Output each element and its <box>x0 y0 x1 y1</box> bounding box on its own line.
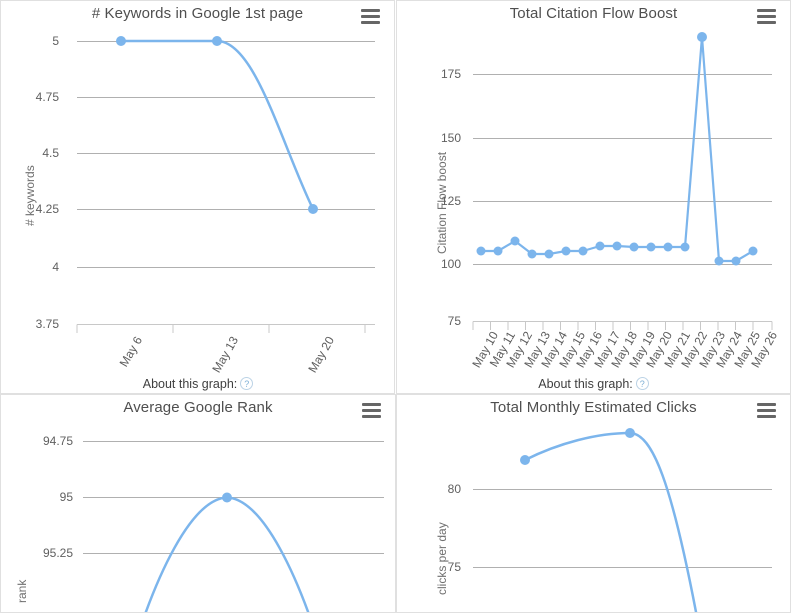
about-label: About this graph: <box>538 377 633 391</box>
y-axis-tick: 5 <box>52 34 59 48</box>
hamburger-menu-icon[interactable] <box>757 403 776 418</box>
chart-panel-keywords: # Keywords in Google 1st page # keywords… <box>0 0 395 394</box>
y-axis-label-average-rank: rank <box>15 579 29 603</box>
chart-panel-estimated-clicks: Total Monthly Estimated Clicks clicks pe… <box>396 394 791 613</box>
y-axis-tick: 125 <box>440 194 461 208</box>
panel-cell-citation-flow: Total Citation Flow Boost Citation Flow … <box>396 0 791 394</box>
help-icon[interactable]: ? <box>240 377 254 390</box>
y-axis-tick: 75 <box>447 314 461 328</box>
panel-cell-estimated-clicks: Total Monthly Estimated Clicks clicks pe… <box>396 394 791 613</box>
y-axis-tick: 3.75 <box>35 317 59 331</box>
y-axis-label-estimated-clicks: clicks per day <box>435 522 449 595</box>
help-icon[interactable]: ? <box>635 377 649 390</box>
about-label: About this graph: <box>142 377 238 391</box>
chart-panel-average-rank: Average Google Rank rank 94.75 95 95.25 <box>0 394 396 613</box>
y-axis-label-keywords: # keywords <box>23 165 37 226</box>
y-axis-tick: 175 <box>440 67 461 81</box>
about-this-graph-citation-flow: About this graph:? <box>396 377 791 391</box>
y-axis-tick: 4 <box>52 260 59 274</box>
panel-cell-keywords: # Keywords in Google 1st page # keywords… <box>0 0 396 394</box>
y-axis-tick: 150 <box>440 131 461 145</box>
hamburger-menu-icon[interactable] <box>757 9 776 24</box>
about-this-graph-keywords: About this graph:? <box>0 377 396 391</box>
plot-area-keywords <box>65 23 375 335</box>
y-axis-tick: 94.75 <box>42 434 73 448</box>
page-title-keywords: # Keywords in Google 1st page <box>91 5 304 22</box>
page-title-citation-flow: Total Citation Flow Boost <box>509 5 678 22</box>
y-axis-tick: 4.5 <box>42 146 59 160</box>
plot-area-estimated-clicks <box>467 417 777 612</box>
plot-area-citation-flow <box>467 23 777 335</box>
hamburger-menu-icon[interactable] <box>361 9 380 24</box>
y-axis-tick: 75 <box>447 560 461 574</box>
y-axis-tick: 4.75 <box>35 90 59 104</box>
y-axis-tick: 95 <box>59 490 73 504</box>
panel-cell-average-rank: Average Google Rank rank 94.75 95 95.25 <box>0 394 396 613</box>
chart-panel-citation-flow: Total Citation Flow Boost Citation Flow … <box>396 0 791 394</box>
plot-area-average-rank <box>79 417 389 612</box>
page-title-estimated-clicks: Total Monthly Estimated Clicks <box>490 399 697 416</box>
y-axis-tick: 80 <box>447 482 461 496</box>
y-axis-tick: 100 <box>440 257 461 271</box>
page-title-average-rank: Average Google Rank <box>123 399 273 416</box>
y-axis-tick: 95.25 <box>42 546 73 560</box>
hamburger-menu-icon[interactable] <box>362 403 381 418</box>
y-axis-tick: 4.25 <box>35 202 59 216</box>
